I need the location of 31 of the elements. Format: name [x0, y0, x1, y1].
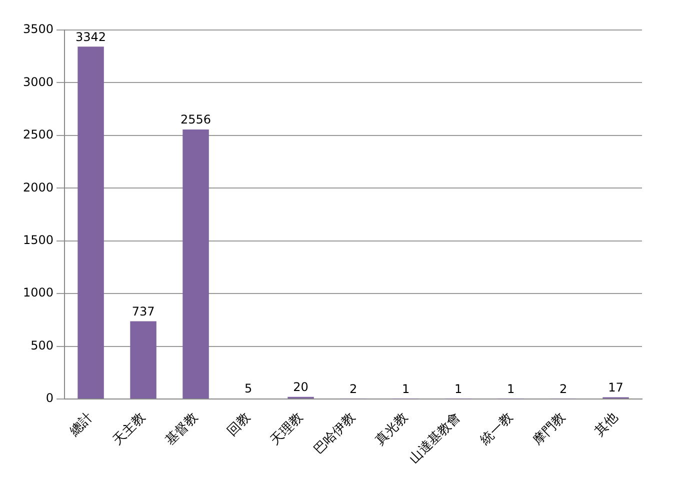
x-tick-label: 天理教	[268, 410, 306, 448]
data-label: 20	[293, 380, 308, 394]
y-tick-label: 3500	[22, 22, 54, 36]
x-tick-label: 其他	[592, 410, 621, 440]
x-tick-label: 回教	[224, 410, 254, 440]
y-tick-label: 3000	[22, 74, 54, 89]
y-tick-label: 500	[30, 338, 54, 352]
y-tick-label: 2500	[22, 128, 54, 142]
data-label: 1	[402, 382, 410, 396]
y-tick-label: 1000	[22, 286, 54, 300]
data-label: 2556	[180, 112, 212, 127]
data-label: 17	[608, 380, 624, 394]
x-tick-label: 總計	[66, 410, 96, 440]
bar	[130, 321, 156, 399]
data-label: 737	[132, 304, 155, 318]
data-label: 3342	[76, 30, 106, 44]
x-tick-label: 基督教	[162, 410, 201, 448]
data-label: 5	[244, 382, 252, 396]
x-tick-label: 摩門教	[530, 410, 568, 448]
bar	[78, 46, 104, 399]
data-label: 1	[454, 382, 462, 396]
x-tick-label: 巴哈伊教	[311, 410, 358, 458]
y-tick-label: 1500	[22, 232, 54, 247]
data-label: 1	[506, 382, 515, 396]
y-tick-label: 0	[46, 391, 54, 406]
data-label: 2	[559, 382, 568, 396]
y-tick-label: 2000	[22, 180, 54, 194]
x-tick-label: 天主教	[110, 409, 148, 448]
bar	[182, 130, 209, 399]
data-label: 2	[349, 382, 358, 396]
x-tick-label: 統一教	[478, 410, 516, 448]
